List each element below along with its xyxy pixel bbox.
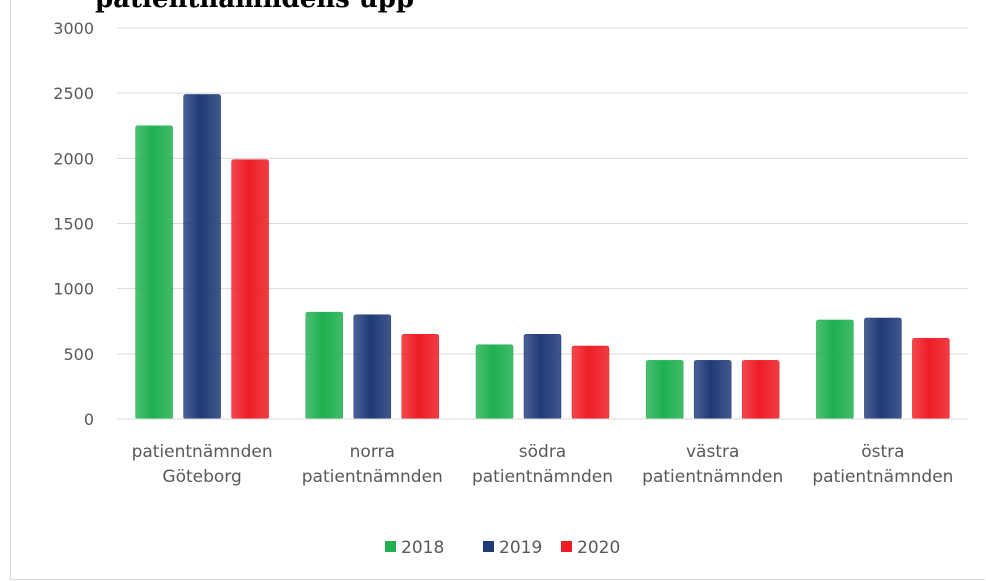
- bar-2018-2: [475, 344, 514, 420]
- x-category-label: östra: [861, 442, 904, 462]
- x-category-label: patientnämnden: [642, 467, 783, 487]
- legend-swatch-2020: [561, 541, 572, 552]
- bar-2019-1: [353, 314, 392, 420]
- x-category-label: södra: [519, 442, 566, 462]
- bar-2018-4: [816, 319, 854, 420]
- y-tick-label: 2000: [53, 149, 94, 168]
- x-category-label: patientnämnden: [472, 467, 613, 487]
- bar-2019-2: [523, 334, 562, 420]
- bar-2020-0: [231, 159, 269, 420]
- y-tick-label: 1500: [53, 215, 94, 234]
- bar-2018-1: [305, 311, 344, 420]
- bar-2018-0: [135, 125, 173, 420]
- y-axis: 0 500 1000 1500 2000 2500 3000: [53, 19, 94, 429]
- x-axis: patientnämnden Göteborg norra patientnämnde…: [117, 418, 968, 487]
- x-category-label: Göteborg: [162, 467, 241, 487]
- x-category-label: patientnämnden: [302, 467, 443, 487]
- bar-2019-0: [183, 94, 221, 420]
- bar-2020-3: [741, 360, 780, 420]
- x-category-label: norra: [350, 442, 395, 462]
- bar-2019-3: [693, 360, 732, 420]
- bar-2020-4: [912, 337, 950, 420]
- y-tick-label: 2500: [53, 84, 94, 103]
- x-category-label: västra: [686, 442, 739, 462]
- legend-swatch-2018: [385, 541, 396, 552]
- y-tick-label: 1000: [53, 280, 94, 299]
- legend-label-2020: 2020: [577, 538, 620, 558]
- bar-2019-4: [864, 317, 902, 420]
- legend: 2018 2019 2020: [385, 538, 620, 558]
- bar-2018-3: [645, 360, 684, 420]
- y-tick-label: 500: [63, 345, 94, 364]
- legend-label-2019: 2019: [499, 538, 542, 558]
- y-tick-label: 0: [84, 410, 94, 429]
- legend-swatch-2019: [483, 541, 494, 552]
- bars: [135, 94, 950, 420]
- bar-2020-2: [571, 345, 610, 420]
- chart-frame: [10, 0, 985, 580]
- x-category-label: patientnämnden: [132, 442, 273, 462]
- x-category-label: patientnämnden: [812, 467, 953, 487]
- legend-label-2018: 2018: [401, 538, 444, 558]
- y-tick-label: 3000: [53, 19, 94, 38]
- bar-2020-1: [401, 334, 440, 420]
